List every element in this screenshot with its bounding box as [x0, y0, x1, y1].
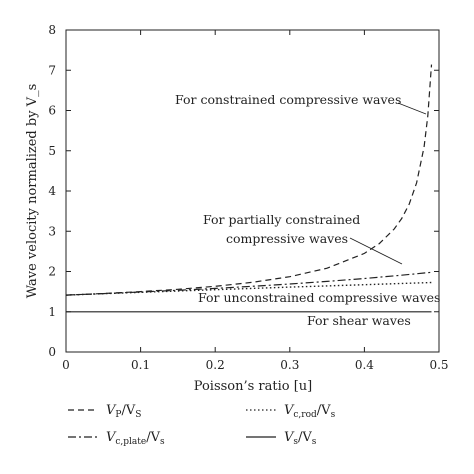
annotation-partial-2: compressive waves [226, 231, 348, 246]
x-axis-label: Poisson’s ratio [u] [194, 379, 313, 394]
series-lines [65, 64, 433, 313]
annotation-partial-1: For partially constrained [203, 212, 360, 227]
x-tick-label: 0.4 [355, 358, 374, 372]
legend-label-vrod: Vc,rod/Vs [284, 403, 336, 420]
y-tick-label: 1 [48, 305, 56, 319]
axes [65, 29, 440, 353]
legend-label-vplate: Vc,plate/Vs [106, 430, 165, 447]
arrow-constrained [397, 102, 427, 115]
annotation-constrained: For constrained compressive waves [175, 92, 401, 107]
x-tick-label: 0.5 [429, 358, 448, 372]
y-tick-label: 6 [48, 104, 56, 118]
x-tick-label: 0 [62, 358, 70, 372]
y-tick-label: 2 [48, 265, 56, 279]
y-tick-label: 5 [48, 144, 56, 158]
y-tick-label: 7 [48, 63, 56, 77]
y-tick-label: 8 [48, 23, 56, 37]
tick-labels: 0 0.1 0.2 0.3 0.4 0.5 0 1 2 3 4 5 6 7 8 [48, 23, 448, 372]
y-axis-label: Wave velocity normalized by V_s [25, 84, 40, 298]
series-vplate [65, 271, 432, 296]
x-tick-label: 0.1 [131, 358, 150, 372]
series-vp [65, 64, 433, 296]
y-tick-label: 0 [48, 345, 56, 359]
y-tick-label: 4 [48, 184, 56, 198]
annotation-unconstrained: For unconstrained compressive waves [198, 290, 440, 305]
legend-label-vs: Vs/Vs [284, 430, 317, 447]
legend-label-vp: VP/VS [106, 403, 141, 420]
arrow-partial [349, 237, 403, 265]
annotations: For constrained compressive waves For pa… [175, 92, 440, 328]
y-tick-label: 3 [48, 224, 56, 238]
annotation-shear: For shear waves [307, 313, 411, 328]
legend: VP/VS Vc,rod/Vs Vc,plate/Vs Vs/Vs [68, 403, 336, 447]
x-tick-label: 0.2 [206, 358, 225, 372]
x-tick-label: 0.3 [280, 358, 299, 372]
